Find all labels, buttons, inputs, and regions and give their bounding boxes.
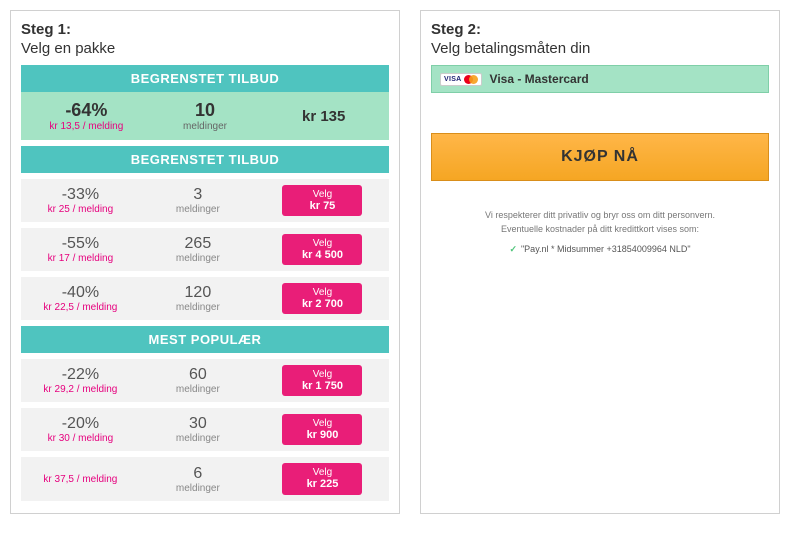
- step2-title: Steg 2:: [431, 21, 769, 38]
- privacy-line2: Eventuelle kostnader på ditt kredittkort…: [431, 223, 769, 237]
- privacy-line1: Vi respekterer ditt privatliv og bryr os…: [431, 209, 769, 223]
- pack-unit: meldinger: [134, 204, 262, 215]
- pack-qty: 30: [134, 415, 262, 433]
- step1-panel: Steg 1: Velg en pakke BEGRENSTET TILBUD …: [10, 10, 400, 514]
- pack-per-msg: kr 29,2 / melding: [27, 384, 134, 395]
- select-label: Velg: [282, 238, 362, 249]
- step2-subtitle: Velg betalingsmåten din: [431, 40, 769, 57]
- select-price: kr 75: [282, 200, 362, 212]
- hero-qty: 10: [146, 100, 265, 121]
- select-package-button[interactable]: Velgkr 225: [282, 463, 362, 494]
- pack-discount: -20%: [27, 415, 134, 433]
- payment-method-label: Visa - Mastercard: [490, 72, 589, 86]
- hero-unit: meldinger: [146, 121, 265, 132]
- hero-discount: -64%: [27, 100, 146, 121]
- select-price: kr 4 500: [282, 249, 362, 261]
- select-price: kr 1 750: [282, 380, 362, 392]
- step1-subtitle: Velg en pakke: [21, 40, 389, 57]
- statement-descriptor: ✓ "Pay.nl * Midsummer +31854009964 NLD": [431, 244, 769, 255]
- select-package-button[interactable]: Velgkr 2 700: [282, 283, 362, 314]
- statement-text: "Pay.nl * Midsummer +31854009964 NLD": [521, 244, 691, 254]
- pack-qty: 265: [134, 235, 262, 253]
- privacy-text: Vi respekterer ditt privatliv og bryr os…: [431, 209, 769, 236]
- popular-row: -20%kr 30 / melding30meldinger Velgkr 900: [21, 408, 389, 451]
- pack-qty: 60: [134, 366, 262, 384]
- section-popular: MEST POPULÆR: [21, 326, 389, 353]
- step1-title: Steg 1:: [21, 21, 389, 38]
- step2-panel: Steg 2: Velg betalingsmåten din VISA Vis…: [420, 10, 780, 514]
- pack-discount: -22%: [27, 366, 134, 384]
- select-price: kr 2 700: [282, 298, 362, 310]
- pack-discount: -33%: [27, 186, 134, 204]
- pack-per-msg: kr 17 / melding: [27, 253, 134, 264]
- hero-price: kr 135: [264, 108, 383, 125]
- pack-unit: meldinger: [134, 384, 262, 395]
- check-icon: ✓: [509, 244, 517, 254]
- pack-unit: meldinger: [134, 483, 262, 494]
- select-price: kr 900: [282, 429, 362, 441]
- buy-now-button[interactable]: KJØP NÅ: [431, 133, 769, 181]
- pack-qty: 6: [134, 465, 262, 483]
- select-label: Velg: [282, 467, 362, 478]
- hero-package[interactable]: -64% kr 13,5 / melding 10 meldinger kr 1…: [21, 92, 389, 140]
- pack-discount: -40%: [27, 284, 134, 302]
- limited-row: -40%kr 22,5 / melding120meldinger Velgkr …: [21, 277, 389, 320]
- pack-qty: 3: [134, 186, 262, 204]
- select-package-button[interactable]: Velgkr 1 750: [282, 365, 362, 396]
- pack-per-msg: kr 30 / melding: [27, 433, 134, 444]
- card-brand-icon: VISA: [440, 73, 482, 86]
- pack-unit: meldinger: [134, 433, 262, 444]
- select-label: Velg: [282, 189, 362, 200]
- select-package-button[interactable]: Velgkr 900: [282, 414, 362, 445]
- pack-unit: meldinger: [134, 302, 262, 313]
- pack-unit: meldinger: [134, 253, 262, 264]
- section-limited-1: BEGRENSTET TILBUD: [21, 65, 389, 92]
- pack-per-msg: kr 25 / melding: [27, 204, 134, 215]
- select-label: Velg: [282, 418, 362, 429]
- limited-row: -33%kr 25 / melding3meldinger Velgkr 75: [21, 179, 389, 222]
- select-package-button[interactable]: Velgkr 4 500: [282, 234, 362, 265]
- select-label: Velg: [282, 287, 362, 298]
- pack-qty: 120: [134, 284, 262, 302]
- select-package-button[interactable]: Velgkr 75: [282, 185, 362, 216]
- popular-row: -22%kr 29,2 / melding60meldinger Velgkr 1…: [21, 359, 389, 402]
- select-price: kr 225: [282, 478, 362, 490]
- pack-per-msg: kr 22,5 / melding: [27, 302, 134, 313]
- limited-row: -55%kr 17 / melding265meldinger Velgkr 4 …: [21, 228, 389, 271]
- section-limited-2: BEGRENSTET TILBUD: [21, 146, 389, 173]
- pack-per-msg: kr 37,5 / melding: [27, 474, 134, 485]
- select-label: Velg: [282, 369, 362, 380]
- pack-discount: -55%: [27, 235, 134, 253]
- popular-row: kr 37,5 / melding6meldinger Velgkr 225: [21, 457, 389, 500]
- hero-per-msg: kr 13,5 / melding: [27, 121, 146, 132]
- payment-method-visa-mc[interactable]: VISA Visa - Mastercard: [431, 65, 769, 93]
